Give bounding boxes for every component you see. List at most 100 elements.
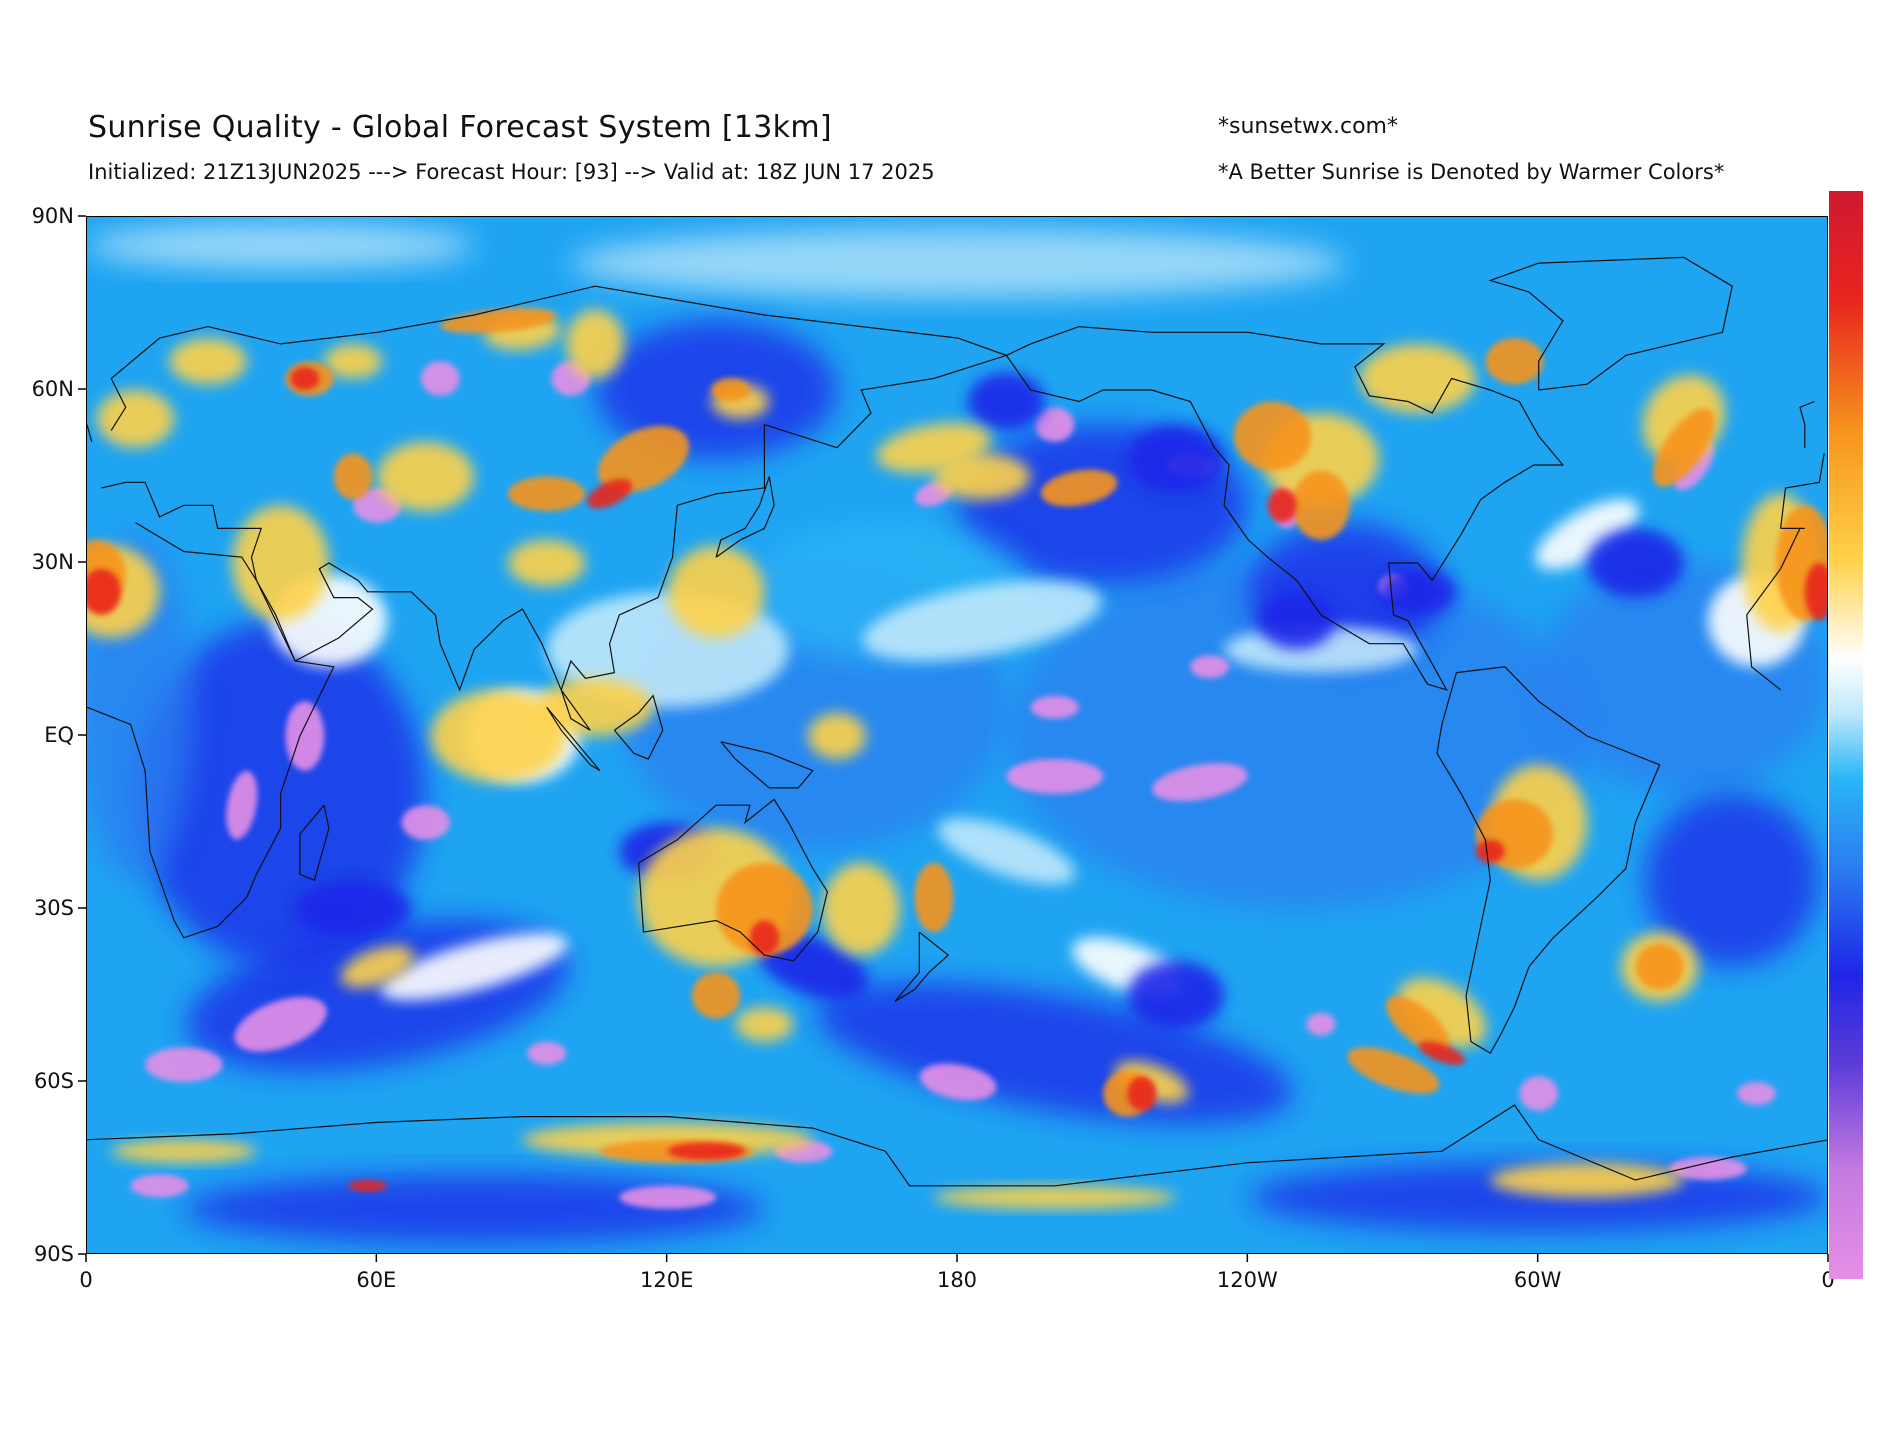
- lat-tick-label: 90N: [32, 204, 74, 228]
- field-patch-yellow: [340, 945, 415, 988]
- field-patch-yellow: [808, 712, 866, 760]
- field-patch-yellow: [822, 862, 900, 956]
- field-patch-pale-blue: [570, 228, 1346, 298]
- field-patch-yellow: [933, 1185, 1176, 1209]
- europe-asia-outline: [101, 285, 1825, 731]
- field-patch-violet: [1006, 759, 1104, 794]
- forecast-subtitle: Initialized: 21Z13JUN2025 ---> Forecast …: [88, 160, 935, 184]
- field-patch-red: [1475, 839, 1505, 863]
- south-america-outline: [1436, 666, 1661, 1055]
- field-patch-orange: [1347, 1047, 1440, 1094]
- field-patch-yellow: [232, 505, 329, 621]
- field-patch-yellow: [169, 338, 247, 385]
- lon-tick-label: 60E: [356, 1268, 396, 1292]
- site-credit: *sunsetwx.com*: [1218, 114, 1398, 139]
- field-patch-violet: [401, 805, 450, 840]
- field-patch-deep-blue: [1645, 793, 1820, 967]
- field-patch-violet: [1190, 655, 1229, 679]
- field-patch-violet: [1152, 763, 1248, 802]
- north-america-outline: [1005, 325, 1565, 691]
- field-patch-orange: [1485, 338, 1544, 385]
- field-patch-orange: [914, 862, 954, 933]
- field-patch-violet: [919, 1063, 997, 1101]
- field-patch-violet: [226, 771, 258, 840]
- field-patch-yellow: [377, 441, 475, 512]
- field-patch-deep-blue: [1127, 424, 1225, 494]
- field-patch-orange: [1291, 470, 1350, 540]
- field-patch-violet: [420, 361, 460, 396]
- field-patch-red: [1267, 488, 1297, 523]
- field-patch-violet: [1306, 1012, 1336, 1036]
- field-patch-violet: [1035, 407, 1075, 442]
- australia-outline: [638, 798, 829, 962]
- field-patch-violet: [285, 701, 325, 771]
- borneo-outline: [613, 694, 664, 760]
- lat-tick-label: 60S: [34, 1069, 74, 1093]
- lat-tick-label: 60N: [32, 377, 74, 401]
- field-patch-violet: [527, 1041, 567, 1065]
- field-patch-orange: [1386, 996, 1450, 1053]
- field-patch-white: [380, 933, 568, 1001]
- field-patch-violet: [1519, 1076, 1559, 1111]
- field-patch-orange: [1652, 408, 1715, 488]
- field-patch-deep-blue: [1587, 528, 1684, 598]
- field-patch-orange: [1040, 469, 1118, 507]
- coastlines: [87, 256, 1827, 1187]
- field-patch-red: [348, 1180, 388, 1192]
- field-patch-yellow: [430, 689, 566, 783]
- field-patch-red: [290, 367, 320, 390]
- field-patch-red: [1127, 1076, 1157, 1111]
- field-patch-pale-blue: [87, 222, 475, 269]
- field-patch-yellow: [1490, 1162, 1684, 1198]
- field-patch-orange: [711, 378, 750, 402]
- field-patch-violet: [234, 997, 327, 1052]
- africa-outline: [87, 522, 1801, 939]
- field-patch-red: [587, 479, 633, 509]
- field-patch-yellow: [111, 1139, 257, 1163]
- field-patch-orange: [691, 972, 741, 1019]
- greenland-outline: [1488, 256, 1733, 391]
- field-patch-orange: [440, 308, 557, 334]
- sunrise-quality-field: [87, 217, 1827, 1253]
- field-patch-orange: [333, 453, 373, 500]
- field-patch-yellow: [537, 678, 654, 736]
- new-zealand-outline: [894, 931, 950, 1002]
- field-patch-yellow: [566, 309, 625, 379]
- field-patch-red: [667, 1142, 746, 1160]
- field-patch-orange: [508, 476, 586, 512]
- lat-tick-label: 30S: [34, 896, 74, 920]
- field-patch-deep-blue: [295, 880, 412, 938]
- forecast-map: [86, 216, 1828, 1254]
- field-patch-yellow: [933, 453, 1031, 500]
- color-scale-bar: [1829, 191, 1863, 1279]
- field-patch-deep-blue: [967, 372, 1046, 431]
- field-patch-red: [749, 920, 779, 956]
- field-patch-orange: [1635, 943, 1684, 990]
- field-patch-deep-blue: [1127, 960, 1225, 1031]
- field-patch-blue: [1006, 563, 1587, 909]
- field-patch-deep-blue: [1379, 568, 1457, 615]
- field-patch-yellow: [96, 390, 175, 448]
- lon-tick-label: 0: [79, 1268, 92, 1292]
- latitude-axis: 90N 60N 30N EQ 30S 60S 90S: [32, 204, 86, 1266]
- antarctica-outline: [87, 1104, 1827, 1187]
- field-patch-orange: [597, 426, 690, 493]
- field-patch-orange: [1233, 401, 1312, 471]
- field-patch-red: [1804, 563, 1827, 621]
- field-patch-red: [1418, 1041, 1465, 1065]
- field-patch-deep-blue: [183, 1174, 765, 1244]
- lon-tick-label: 120W: [1217, 1268, 1278, 1292]
- field-patch-pale-blue: [937, 818, 1076, 885]
- field-patch-red: [87, 568, 121, 615]
- field-patch-deep-blue: [1258, 591, 1336, 650]
- sumatra-outline: [546, 706, 601, 772]
- lat-tick-label: EQ: [44, 723, 74, 747]
- field-patch-pale-blue: [862, 580, 1102, 661]
- madagascar-outline: [299, 804, 330, 882]
- lat-tick-label: 30N: [32, 550, 74, 574]
- field-patch-violet: [1030, 695, 1079, 719]
- map-title: Sunrise Quality - Global Forecast System…: [88, 110, 832, 145]
- field-patch-violet: [145, 1047, 223, 1082]
- field-patch-white: [1535, 498, 1639, 570]
- new-guinea-outline: [720, 741, 814, 789]
